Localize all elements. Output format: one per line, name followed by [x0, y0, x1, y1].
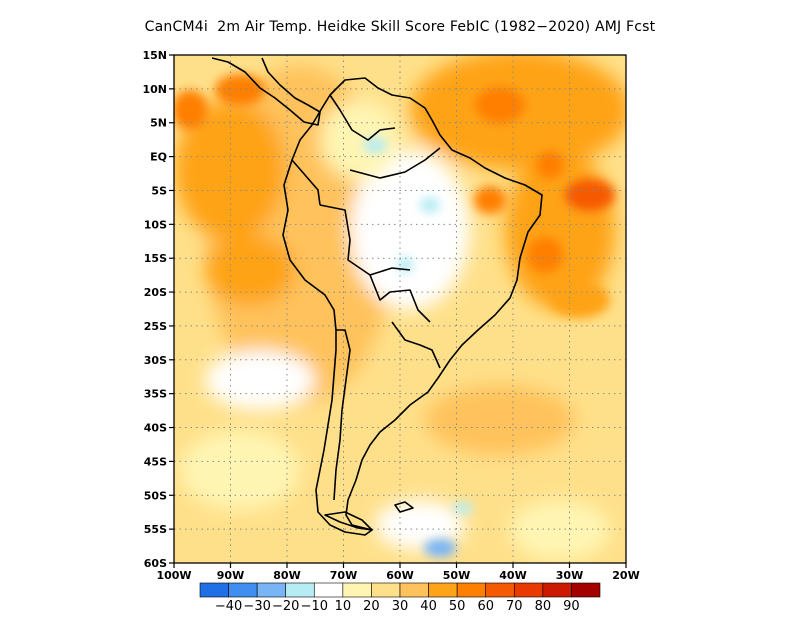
lon-tick-label: 70W [330, 569, 357, 582]
colorbar-swatch [456, 582, 487, 598]
colorbar-label: 90 [563, 599, 580, 614]
colorbar-swatch [199, 582, 229, 598]
colorbar-label: 40 [420, 599, 437, 614]
skill-score-field [174, 55, 626, 563]
longitude-axis: 100W 90W 80W 70W 60W 50W 40W 30W 20W [156, 563, 640, 582]
lat-tick-label: 15N [142, 49, 167, 62]
colorbar-swatch [313, 582, 344, 598]
colorbar-swatch [399, 582, 429, 598]
colorbar-label: 30 [392, 599, 409, 614]
colorbar-label: 60 [477, 599, 494, 614]
map-title: CanCM4i 2m Air Temp. Heidke Skill Score … [144, 19, 656, 35]
central-america-outline [211, 57, 321, 126]
colorbar-label: −30 [243, 599, 270, 614]
lat-tick-label: 15S [144, 252, 167, 265]
lat-tick-label: EQ [150, 151, 167, 164]
colorbar-swatch [342, 582, 372, 598]
colorbar-label: 10 [335, 599, 352, 614]
lat-tick-label: 5N [150, 117, 167, 130]
colorbar-label: 80 [535, 599, 552, 614]
lat-lon-grid [174, 55, 626, 563]
lon-tick-label: 50W [443, 569, 470, 582]
latitude-axis: 15N 10N 5N EQ 5S 10S 15S 20S 25S 30S 35S 40S 45S 50S 5… [142, 49, 174, 570]
colorbar-swatch [228, 582, 258, 598]
colorbar: −40 −30 −20 −10 10 20 30 40 50 60 70 80 90 [199, 582, 601, 614]
lat-tick-label: 50S [144, 489, 167, 502]
south-america-outline [282, 77, 543, 536]
lon-tick-label: 80W [273, 569, 300, 582]
colorbar-label: −20 [272, 599, 299, 614]
border-argentina-uruguay [391, 321, 441, 369]
colorbar-swatch [371, 582, 401, 598]
colorbar-label: 50 [449, 599, 466, 614]
tierra-del-fuego [324, 511, 373, 531]
lat-tick-label: 5S [151, 184, 167, 197]
colorbar-swatch [542, 582, 572, 598]
colorbar-label: 20 [363, 599, 380, 614]
lon-tick-label: 20W [612, 569, 639, 582]
colorbar-label: −10 [301, 599, 328, 614]
border-ecuador-peru [291, 159, 321, 206]
lon-tick-label: 100W [156, 569, 191, 582]
border-chile-argentina [333, 329, 351, 501]
lat-tick-label: 30S [144, 354, 167, 367]
colorbar-swatch [285, 582, 315, 598]
colorbar-swatch [485, 582, 515, 598]
colorbar-label: 70 [506, 599, 523, 614]
lon-tick-label: 60W [386, 569, 413, 582]
border-bolivia-paraguay [369, 274, 431, 323]
lat-tick-label: 20S [144, 286, 167, 299]
colorbar-swatch [513, 582, 544, 598]
falkland-islands [394, 501, 414, 513]
lon-tick-label: 90W [217, 569, 244, 582]
border-colombia-venezuela [329, 94, 396, 141]
lat-tick-label: 45S [144, 455, 167, 468]
lat-tick-label: 35S [144, 388, 167, 401]
colorbar-swatch [428, 582, 458, 598]
colorbar-swatch [256, 582, 287, 598]
colorbar-label: −40 [215, 599, 242, 614]
lat-tick-label: 40S [144, 422, 167, 435]
lon-tick-label: 30W [556, 569, 583, 582]
coastlines [211, 57, 543, 536]
border-peru-brazil [319, 204, 411, 276]
lat-tick-label: 10S [144, 218, 167, 231]
lat-tick-label: 10N [142, 83, 167, 96]
lat-tick-label: 55S [144, 523, 167, 536]
lat-tick-label: 25S [144, 320, 167, 333]
lon-tick-label: 40W [499, 569, 526, 582]
border-brazil-north [349, 147, 441, 179]
lat-tick-label: 60S [144, 557, 167, 570]
colorbar-swatch [571, 582, 601, 598]
